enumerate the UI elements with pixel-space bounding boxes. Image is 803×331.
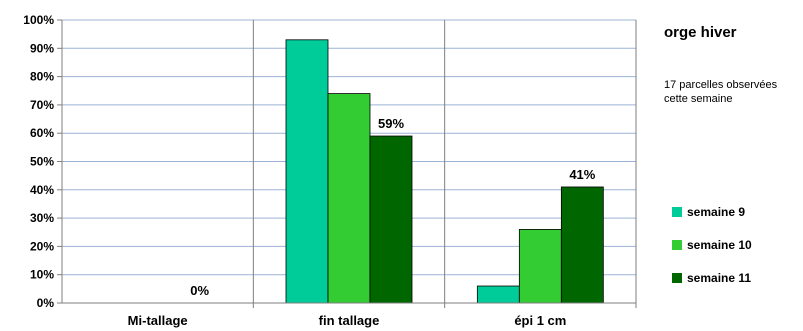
y-axis: 0% 10% 20% 30% 40% 50% 60% 70% 80% 90% 100% <box>23 13 63 310</box>
data-label: 0% <box>190 283 209 298</box>
y-tick-label: 10% <box>30 268 54 282</box>
bar <box>327 93 371 304</box>
y-tick-label: 40% <box>30 183 54 197</box>
legend-item: semaine 10 <box>672 238 752 252</box>
bar <box>518 229 562 304</box>
legend-label: semaine 9 <box>687 205 746 219</box>
y-tick-label: 30% <box>30 211 54 225</box>
y-tick-label: 20% <box>30 239 54 253</box>
x-tick-label: fin tallage <box>319 313 380 328</box>
bar <box>560 186 604 304</box>
bar <box>369 135 413 304</box>
bar <box>285 39 329 304</box>
data-label: 41% <box>569 167 595 182</box>
bars <box>285 39 604 304</box>
y-tick-label: 60% <box>30 126 54 140</box>
data-labels: 0% 59% 41% <box>190 116 596 298</box>
x-tick-label: Mi-tallage <box>128 313 188 328</box>
legend-swatch <box>672 240 682 250</box>
legend-label: semaine 10 <box>687 238 752 252</box>
chart-note: 17 parcelles observées cette semaine <box>664 79 778 105</box>
legend-swatch <box>672 207 682 217</box>
y-tick-label: 80% <box>30 70 54 84</box>
y-tick-label: 100% <box>23 13 54 27</box>
bar <box>476 285 520 304</box>
legend: semaine 9 semaine 10 semaine 11 <box>672 205 752 304</box>
data-label: 59% <box>378 116 404 131</box>
chart-title: orge hiver <box>664 24 737 41</box>
y-tick-label: 90% <box>30 41 54 55</box>
legend-label: semaine 11 <box>687 271 752 285</box>
legend-item: semaine 9 <box>672 205 752 219</box>
x-axis: Mi-tallage fin tallage épi 1 cm <box>62 20 637 328</box>
y-tick-label: 0% <box>37 296 55 310</box>
y-tick-label: 50% <box>30 155 54 169</box>
legend-item: semaine 11 <box>672 271 752 285</box>
y-tick-label: 70% <box>30 98 54 112</box>
x-tick-label: épi 1 cm <box>514 313 566 328</box>
legend-swatch <box>672 273 682 283</box>
